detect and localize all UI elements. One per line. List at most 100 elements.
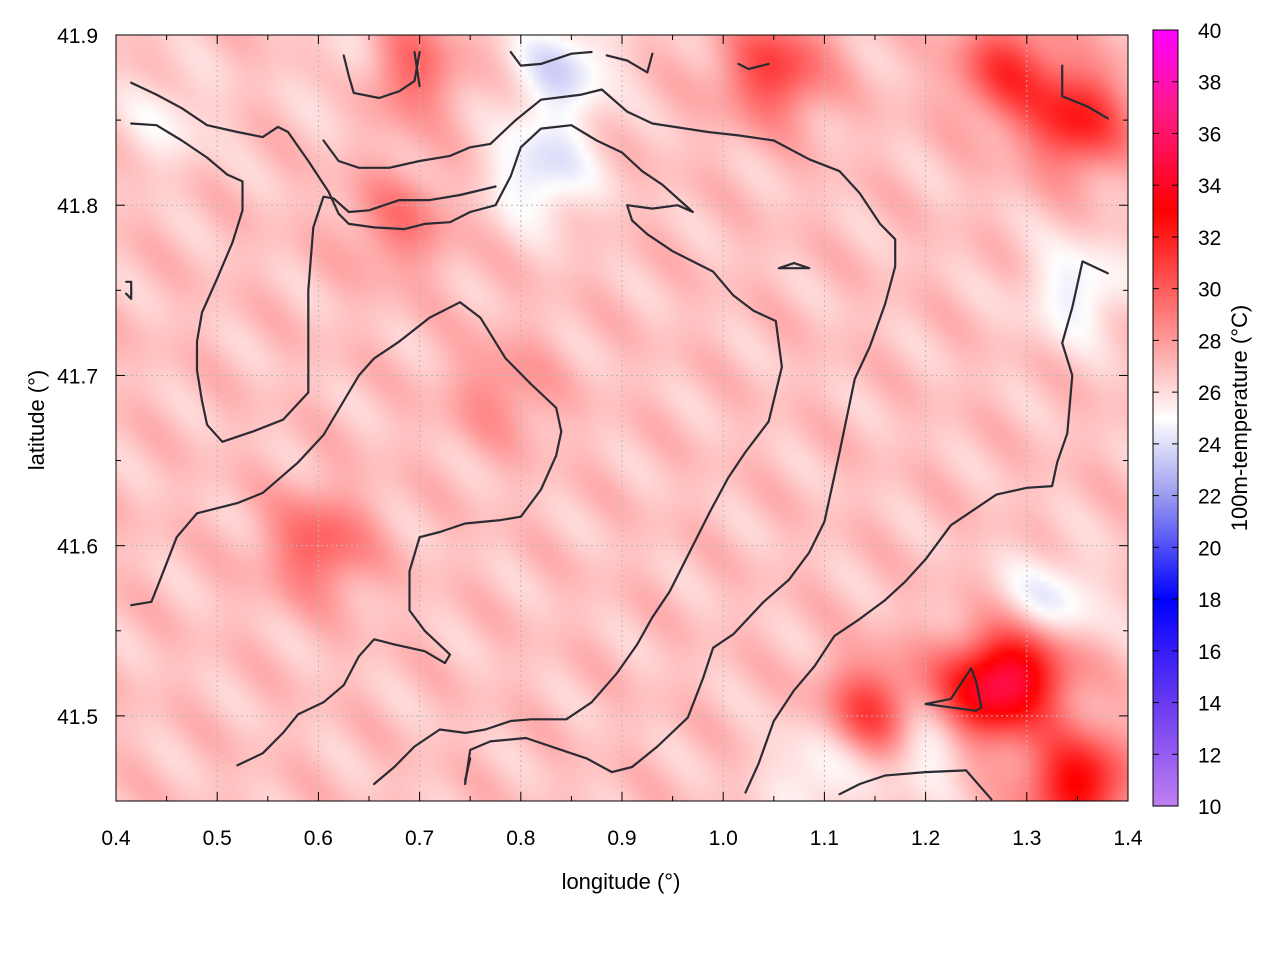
colorbar-segment bbox=[1153, 586, 1178, 590]
colorbar-segment bbox=[1153, 663, 1178, 668]
colorbar-segment bbox=[1153, 492, 1178, 497]
colorbar-segment bbox=[1153, 388, 1178, 393]
colorbar-segment bbox=[1153, 466, 1178, 471]
contour-line bbox=[130, 81, 783, 786]
colorbar-segment bbox=[1153, 230, 1178, 235]
colorbar-segment bbox=[1153, 605, 1178, 610]
colorbar-segment bbox=[1153, 340, 1178, 345]
colorbar-tick-label: 32 bbox=[1198, 227, 1221, 250]
colorbar-segment bbox=[1153, 612, 1178, 616]
colorbar-segment bbox=[1153, 699, 1178, 704]
colorbar-segment bbox=[1153, 789, 1178, 794]
colorbar-segment bbox=[1153, 683, 1178, 687]
colorbar-segment bbox=[1153, 579, 1178, 584]
colorbar bbox=[1152, 29, 1179, 807]
contour-line bbox=[509, 50, 593, 67]
colorbar-segment bbox=[1153, 94, 1178, 99]
contour-line bbox=[130, 301, 563, 767]
colorbar-segment bbox=[1153, 291, 1178, 296]
colorbar-segment bbox=[1153, 81, 1178, 86]
colorbar-segment bbox=[1153, 647, 1178, 652]
colorbar-segment bbox=[1153, 566, 1178, 571]
colorbar-segment bbox=[1153, 123, 1178, 128]
colorbar-segment bbox=[1153, 754, 1178, 759]
x-tick-label: 0.8 bbox=[506, 827, 535, 850]
colorbar-segment bbox=[1153, 282, 1178, 287]
colorbar-segment bbox=[1153, 178, 1178, 183]
colorbar-segment bbox=[1153, 537, 1178, 542]
colorbar-segment bbox=[1153, 776, 1178, 781]
colorbar-segment bbox=[1153, 725, 1178, 729]
colorbar-segment bbox=[1153, 414, 1178, 419]
colorbar-segment bbox=[1153, 359, 1178, 364]
colorbar-segment bbox=[1153, 502, 1178, 506]
colorbar-segment bbox=[1153, 602, 1178, 607]
colorbar-segment bbox=[1153, 120, 1178, 125]
colorbar-segment bbox=[1153, 557, 1178, 561]
x-tick-labels: 0.4 0.5 0.6 0.7 0.8 0.9 1.0 1.1 1.2 1.3 1.4 bbox=[101, 827, 1143, 850]
colorbar-segment bbox=[1153, 194, 1178, 199]
colorbar-segment bbox=[1153, 476, 1178, 481]
colorbar-segment bbox=[1153, 33, 1178, 38]
colorbar-segment bbox=[1153, 518, 1178, 523]
contour-line bbox=[342, 50, 421, 100]
colorbar-tick-label: 28 bbox=[1198, 330, 1221, 353]
colorbar-segment bbox=[1153, 595, 1178, 600]
y-tick-label: 41.6 bbox=[57, 536, 98, 559]
colorbar-segment bbox=[1153, 770, 1178, 775]
colorbar-segment bbox=[1153, 139, 1178, 144]
colorbar-segment bbox=[1153, 275, 1178, 280]
colorbar-segment bbox=[1153, 372, 1178, 377]
colorbar-segment bbox=[1153, 434, 1178, 438]
colorbar-segment bbox=[1153, 214, 1178, 219]
colorbar-segment bbox=[1153, 185, 1178, 190]
colorbar-segment bbox=[1153, 666, 1178, 671]
x-tick-label: 0.7 bbox=[405, 827, 434, 850]
colorbar-segment bbox=[1153, 321, 1178, 325]
colorbar-segment bbox=[1153, 686, 1178, 691]
colorbar-segment bbox=[1153, 240, 1178, 244]
colorbar-segment bbox=[1153, 278, 1178, 283]
colorbar-segment bbox=[1153, 59, 1178, 63]
contour-line bbox=[413, 50, 421, 88]
colorbar-segment bbox=[1153, 366, 1178, 371]
colorbar-segment bbox=[1153, 447, 1178, 451]
colorbar-segment bbox=[1153, 679, 1178, 684]
colorbar-segment bbox=[1153, 569, 1178, 574]
colorbar-segment bbox=[1153, 152, 1178, 157]
colorbar-segment bbox=[1153, 527, 1178, 532]
contour-line bbox=[777, 262, 811, 270]
colorbar-tick-labels: 10 12 14 16 18 20 22 24 26 28 30 32 34 36 38 40 bbox=[1198, 20, 1222, 819]
colorbar-segment bbox=[1153, 760, 1178, 765]
colorbar-segment bbox=[1153, 324, 1178, 329]
y-tick-label: 41.5 bbox=[57, 706, 98, 729]
colorbar-segment bbox=[1153, 485, 1178, 490]
colorbar-segment bbox=[1153, 75, 1178, 80]
colorbar-segment bbox=[1153, 333, 1178, 338]
colorbar-segment bbox=[1153, 802, 1178, 807]
contour-line bbox=[125, 280, 133, 300]
colorbar-segment bbox=[1153, 133, 1178, 138]
x-axis-title: longitude (°) bbox=[562, 869, 681, 894]
colorbar-segment bbox=[1153, 207, 1178, 212]
colorbar-segment bbox=[1153, 718, 1178, 723]
colorbar-segment bbox=[1153, 524, 1178, 529]
contour-line bbox=[924, 667, 983, 712]
contour-line bbox=[130, 122, 497, 443]
colorbar-segment bbox=[1153, 498, 1178, 503]
colorbar-segment bbox=[1153, 773, 1178, 778]
colorbar-segment bbox=[1153, 191, 1178, 196]
colorbar-segment bbox=[1153, 337, 1178, 341]
colorbar-segment bbox=[1153, 763, 1178, 768]
colorbar-segment bbox=[1153, 84, 1178, 89]
colorbar-segment bbox=[1153, 676, 1178, 681]
colorbar-segment bbox=[1153, 165, 1178, 170]
colorbar-segment bbox=[1153, 621, 1178, 626]
colorbar-segment bbox=[1153, 547, 1178, 552]
contour-line bbox=[605, 52, 654, 74]
colorbar-segment bbox=[1153, 301, 1178, 306]
colorbar-segment bbox=[1153, 443, 1178, 448]
colorbar-segment bbox=[1153, 728, 1178, 733]
colorbar-segment bbox=[1153, 395, 1178, 400]
colorbar-segment bbox=[1153, 637, 1178, 642]
